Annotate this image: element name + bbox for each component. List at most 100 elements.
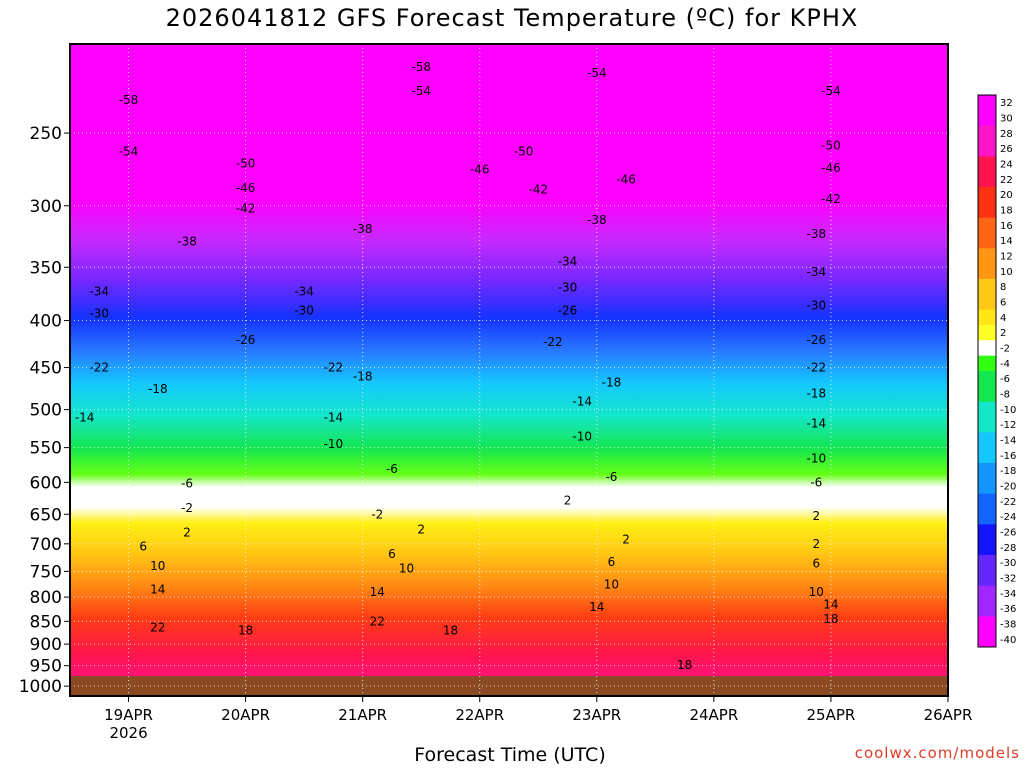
contour-label: -10 — [806, 451, 826, 465]
colorbar-swatch — [978, 263, 996, 280]
colorbar-tick-label: 8 — [1000, 282, 1006, 293]
contour-label: -46 — [470, 163, 490, 177]
y-tick-label: 550 — [30, 439, 62, 459]
x-tick-label: 23APR — [572, 706, 621, 724]
colorbar-swatch — [978, 156, 996, 173]
contour-label: 2 — [812, 537, 820, 551]
contour-label: -10 — [324, 437, 344, 451]
y-tick-label: 600 — [30, 473, 62, 493]
contour-label: 14 — [370, 585, 385, 599]
contour-label: -22 — [89, 361, 109, 375]
contour-label: -30 — [558, 280, 578, 294]
colorbar-tick-label: 6 — [1000, 298, 1006, 309]
colorbar-tick-label: 14 — [1000, 236, 1013, 247]
colorbar-swatch — [978, 125, 996, 142]
contour-label: -30 — [294, 303, 314, 317]
x-tick-label: 21APR — [338, 706, 387, 724]
contour-label: 14 — [823, 598, 838, 612]
colorbar-tick-label: -26 — [1000, 528, 1016, 539]
colorbar-tick-label: -14 — [1000, 436, 1016, 447]
contour-label: 18 — [677, 658, 692, 672]
contour-label: -38 — [806, 227, 826, 241]
contour-label: -58 — [119, 93, 139, 107]
y-tick-label: 250 — [30, 124, 62, 144]
y-tick-label: 900 — [30, 635, 62, 655]
contour-label: 2 — [564, 494, 572, 508]
colorbar-swatch — [978, 493, 996, 510]
x-tick-label: 22APR — [455, 706, 504, 724]
contour-label: -46 — [236, 181, 256, 195]
contour-label: -54 — [119, 145, 139, 159]
colorbar-swatch — [978, 447, 996, 464]
colorbar-swatch — [978, 202, 996, 219]
y-tick-label: 450 — [30, 359, 62, 379]
y-axis: 250 300 350 400 450 500 550 600 650 700 750 800 850 9… — [19, 124, 70, 697]
contour-label: -50 — [821, 139, 841, 153]
colorbar-tick-label: 2 — [1000, 328, 1006, 339]
contour-label: -46 — [821, 161, 841, 175]
colorbar-swatch — [978, 417, 996, 433]
contour-label: 2 — [417, 522, 425, 536]
colorbar-tick-label: -10 — [1000, 405, 1016, 416]
x-tick-label: 25APR — [807, 706, 856, 724]
colorbar-swatch — [978, 616, 996, 633]
colorbar-tick-label: -6 — [1000, 374, 1010, 385]
colorbar-tick-label: 18 — [1000, 206, 1013, 217]
contour-label: -18 — [353, 369, 373, 383]
contour-label: 6 — [388, 547, 396, 561]
y-tick-label: 500 — [30, 401, 62, 421]
contour-label: -42 — [236, 201, 256, 215]
colorbar-swatch — [978, 386, 996, 403]
ground-layer — [70, 676, 948, 696]
contour-label: 2 — [812, 509, 820, 523]
contour-label: -42 — [528, 182, 548, 196]
x-tick-label: 26APR — [924, 706, 973, 724]
colorbar-tick-label: -22 — [1000, 497, 1016, 508]
colorbar-tick-label: 16 — [1000, 221, 1013, 232]
contour-label: -50 — [514, 145, 534, 159]
contour-label: -18 — [602, 375, 622, 389]
x-year-label: 2026 — [109, 724, 147, 742]
plot-area — [70, 44, 948, 696]
colorbar-tick-label: -28 — [1000, 543, 1016, 554]
colorbar-tick-label: -8 — [1000, 390, 1010, 401]
contour-label: 2 — [183, 525, 191, 539]
colorbar-swatch — [978, 171, 996, 188]
contour-label: 10 — [604, 577, 619, 591]
colorbar-swatch — [978, 601, 996, 617]
plot-border — [69, 43, 949, 697]
colorbar-swatch — [978, 294, 996, 311]
contour-label: -2 — [181, 501, 193, 515]
contour-label: -34 — [558, 255, 578, 269]
contour-label: -14 — [806, 417, 826, 431]
contour-label: -26 — [236, 333, 256, 347]
contour-label: -38 — [353, 222, 373, 236]
colorbar-swatch — [978, 401, 996, 418]
contour-label: -22 — [543, 335, 563, 349]
contour-label: -54 — [411, 84, 431, 98]
contour-layer: -58 -58 -54 -54 -54 -54 -50 -50 -50 -46 -46 -46 -46 -… — [75, 60, 841, 672]
contour-label: -6 — [605, 470, 617, 484]
colorbar-tick-label: -4 — [1000, 359, 1010, 370]
x-tick-label: 20APR — [221, 706, 270, 724]
contour-label: -2 — [371, 507, 383, 521]
colorbar-swatch — [978, 355, 996, 372]
colorbar-swatch — [978, 478, 996, 495]
colorbar-border — [977, 94, 997, 648]
contour-label: -6 — [386, 462, 398, 476]
contour-label: 10 — [150, 559, 165, 573]
contour-label: 6 — [139, 540, 147, 554]
credit-text: coolwx.com/models — [854, 744, 1020, 762]
contour-label: 2 — [622, 532, 630, 546]
y-tick-label: 650 — [30, 505, 62, 525]
contour-label: -42 — [821, 192, 841, 206]
colorbar-tick-label: 12 — [1000, 252, 1013, 263]
colorbar-swatch — [978, 539, 996, 556]
colorbar-swatch — [978, 141, 996, 157]
contour-label: -34 — [806, 265, 826, 279]
y-tick-label: 850 — [30, 612, 62, 632]
contour-label: -26 — [558, 303, 578, 317]
contour-label: -6 — [181, 477, 193, 491]
chart-title: 2026041812 GFS Forecast Temperature (ºC)… — [165, 4, 859, 32]
